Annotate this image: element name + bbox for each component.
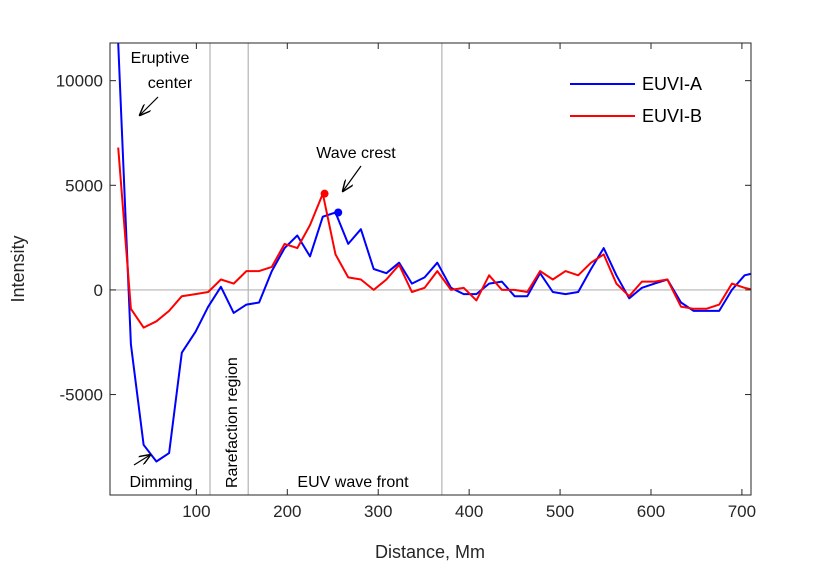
y-axis-label: Intensity: [8, 235, 28, 302]
x-tick-label: 600: [637, 502, 665, 521]
y-tick-label: -5000: [60, 386, 103, 405]
annotation-euv-wave-front: EUV wave front: [297, 474, 409, 491]
x-axis: 100 200 300 400 500 600 700: [182, 43, 756, 521]
x-tick-label: 700: [728, 502, 756, 521]
x-tick-label: 500: [546, 502, 574, 521]
dimming-arrow-icon: [133, 455, 150, 466]
region-divider-lines: [209, 43, 443, 495]
x-tick-label: 400: [455, 502, 483, 521]
x-tick-label: 100: [182, 502, 210, 521]
eruptive-center-arrow-icon: [140, 96, 159, 115]
wave-crest-marker-euvi-a: [334, 208, 343, 217]
x-tick-label: 200: [273, 502, 301, 521]
plot-frame: [109, 42, 752, 496]
y-tick-label: 5000: [65, 176, 103, 195]
wave-crest-marker-euvi-b: [320, 189, 329, 198]
annotation-rarefaction-region: Rarefaction region: [224, 357, 241, 488]
y-tick-label: 0: [94, 281, 103, 300]
annotation-eruptive-center-line1: Eruptive: [131, 50, 190, 67]
legend: EUVI-A EUVI-B: [570, 74, 702, 126]
y-tick-label: 10000: [56, 72, 103, 91]
annotation-wave-crest: Wave crest: [316, 145, 396, 162]
annotation-eruptive-center-line2: center: [148, 75, 193, 92]
legend-label-euvi-a: EUVI-A: [642, 74, 702, 94]
series-line-euvi-b: [117, 147, 751, 329]
legend-label-euvi-b: EUVI-B: [642, 106, 702, 126]
y-axis: -5000 0 5000 10000: [56, 72, 751, 405]
annotation-dimming: Dimming: [129, 474, 192, 491]
series-line-euvi-a: [117, 43, 751, 463]
wave-crest-arrow-icon: [343, 165, 362, 191]
x-tick-label: 300: [364, 502, 392, 521]
x-axis-label: Distance, Mm: [375, 542, 485, 562]
